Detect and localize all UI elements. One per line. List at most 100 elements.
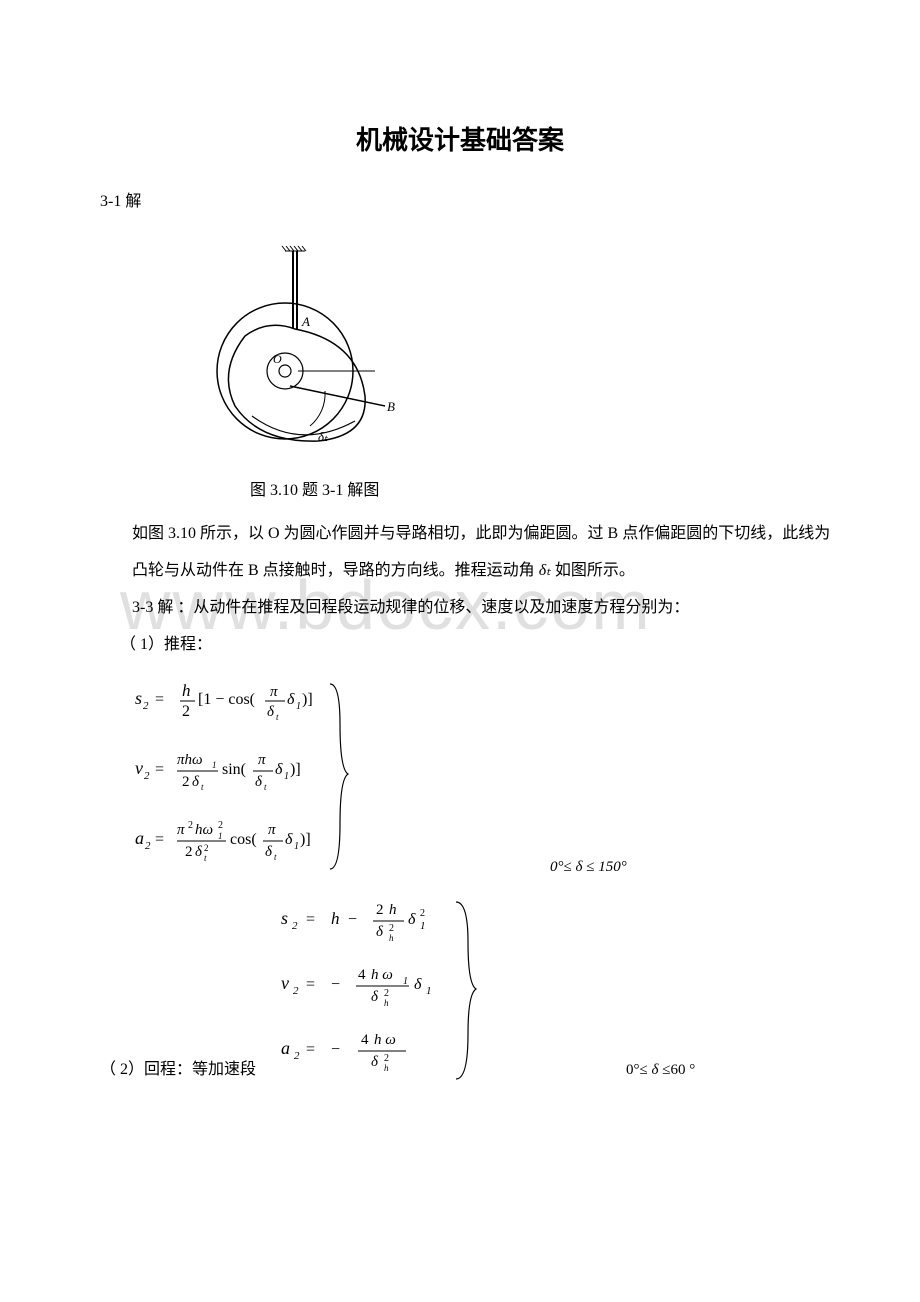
svg-text:2: 2	[292, 920, 298, 932]
svg-text:δ: δ	[376, 924, 384, 940]
svg-text:=: =	[306, 911, 315, 928]
svg-text:δ: δ	[287, 691, 295, 708]
svg-text:h: h	[182, 681, 191, 700]
svg-text:δ: δ	[285, 831, 293, 848]
svg-text:O: O	[273, 352, 282, 366]
svg-text:h: h	[384, 1063, 389, 1073]
svg-text:h ω: h ω	[371, 967, 393, 983]
part-2-label: （ 2）回程：等加速段	[100, 1055, 256, 1094]
part-1-label: （ 1）推程：	[120, 630, 860, 654]
svg-text:1: 1	[218, 831, 223, 841]
svg-text:t: t	[276, 712, 279, 722]
figure-3-10-caption: 图 3.10 题 3-1 解图	[250, 476, 860, 500]
svg-text:t: t	[274, 852, 277, 862]
svg-text:=: =	[306, 1041, 315, 1058]
svg-text:h: h	[384, 998, 389, 1008]
svg-text:t: t	[204, 853, 207, 863]
svg-text:2: 2	[143, 700, 149, 712]
svg-text:s: s	[135, 688, 142, 708]
svg-text:δ: δ	[267, 704, 275, 720]
svg-text:4: 4	[361, 1032, 369, 1048]
svg-text:2: 2	[182, 703, 190, 720]
figure-3-10: A O B δₜ	[190, 241, 860, 461]
push-equation-svg: s 2 = h 2 [1 − cos( π δ t δ 1 )] v	[130, 674, 370, 884]
problem-3-1-label: 3-1 解	[100, 187, 860, 211]
return-section: （ 2）回程：等加速段 s 2 = h − 2 h δ 2 h δ 1 2 v	[100, 894, 860, 1094]
svg-text:δ: δ	[408, 911, 416, 928]
svg-text:2: 2	[376, 902, 384, 918]
svg-text:=: =	[155, 691, 164, 708]
svg-text:h: h	[389, 902, 397, 918]
svg-text:2: 2	[420, 908, 425, 919]
svg-text:δ: δ	[414, 976, 422, 993]
svg-text:[1 − cos(: [1 − cos(	[198, 691, 255, 708]
svg-text:1: 1	[403, 976, 408, 987]
svg-text:1: 1	[294, 841, 299, 852]
svg-text:−: −	[331, 976, 340, 993]
push-equations: s 2 = h 2 [1 − cos( π δ t δ 1 )] v	[130, 674, 860, 884]
svg-text:πhω: πhω	[177, 752, 203, 768]
return-range: 0°≤ δ ≤60 °	[626, 1062, 695, 1094]
svg-text:h: h	[389, 933, 394, 943]
svg-text:v: v	[135, 758, 143, 778]
push-range: 0°≤ δ ≤ 150°	[550, 859, 627, 876]
problem-3-3-intro: 3-3 解 ：从动件在推程及回程段运动规律的位移、速度以及加速度方程分别为：	[100, 594, 840, 623]
svg-text:)]: )]	[290, 761, 301, 778]
svg-text:δₜ: δₜ	[318, 429, 329, 444]
svg-text:A: A	[301, 314, 310, 329]
svg-text:π: π	[258, 752, 266, 768]
svg-text:1: 1	[284, 771, 289, 782]
return-equation-svg: s 2 = h − 2 h δ 2 h δ 1 2 v 2 = − 4	[276, 894, 506, 1094]
svg-text:2: 2	[144, 770, 150, 782]
svg-text:hω: hω	[195, 822, 213, 838]
svg-text:−: −	[331, 1041, 340, 1058]
svg-text:−: −	[348, 911, 357, 928]
para-3-1-b-post: 如图所示。	[551, 562, 635, 579]
svg-text:t: t	[264, 782, 267, 792]
svg-text:B: B	[387, 399, 395, 414]
para-3-1-b: 凸轮与从动件在 B 点接触时，导路的方向线。推程运动角 δₜ 如图所示。	[100, 557, 840, 586]
svg-text:δ: δ	[275, 761, 283, 778]
delta-t-symbol: δₜ	[539, 562, 551, 579]
svg-text:h: h	[331, 909, 340, 928]
svg-text:=: =	[306, 976, 315, 993]
svg-text:=: =	[155, 761, 164, 778]
svg-text:1: 1	[420, 920, 426, 932]
svg-text:π: π	[177, 822, 185, 838]
svg-text:2: 2	[188, 820, 193, 831]
svg-text:s: s	[281, 908, 288, 928]
para-3-1-a: 如图 3.10 所示，以 O 为圆心作圆并与导路相切，此即为偏距圆。过 B 点作…	[100, 520, 840, 549]
svg-text:2: 2	[145, 840, 151, 852]
page-title: 机械设计基础答案	[60, 120, 860, 157]
svg-text:δ: δ	[192, 774, 200, 790]
svg-text:δ: δ	[195, 844, 203, 860]
svg-text:h ω: h ω	[374, 1032, 396, 1048]
svg-text:2: 2	[185, 844, 193, 860]
svg-text:)]: )]	[300, 831, 311, 848]
svg-text:2: 2	[294, 1050, 300, 1062]
svg-text:2: 2	[293, 985, 299, 997]
svg-text:δ: δ	[371, 989, 379, 1005]
svg-text:cos(: cos(	[230, 831, 257, 848]
svg-text:4: 4	[358, 967, 366, 983]
svg-text:)]: )]	[302, 691, 313, 708]
svg-text:=: =	[155, 831, 164, 848]
svg-text:π: π	[268, 822, 276, 838]
svg-text:π: π	[270, 684, 278, 700]
svg-text:2: 2	[204, 843, 209, 853]
svg-text:a: a	[281, 1038, 290, 1058]
svg-text:δ: δ	[265, 844, 273, 860]
svg-text:v: v	[281, 973, 289, 993]
svg-text:sin(: sin(	[222, 761, 246, 778]
svg-text:1: 1	[426, 985, 432, 997]
cam-diagram-svg: A O B δₜ	[190, 241, 410, 461]
para-3-1-b-pre: 凸轮与从动件在 B 点接触时，导路的方向线。推程运动角	[132, 562, 539, 579]
svg-text:δ: δ	[371, 1054, 379, 1070]
page-content: 机械设计基础答案 3-1 解 A	[60, 120, 860, 1094]
svg-text:1: 1	[296, 701, 301, 712]
svg-text:2: 2	[218, 820, 223, 831]
svg-text:δ: δ	[255, 774, 263, 790]
svg-text:1: 1	[212, 760, 217, 770]
svg-text:a: a	[135, 828, 144, 848]
svg-text:2: 2	[182, 774, 190, 790]
